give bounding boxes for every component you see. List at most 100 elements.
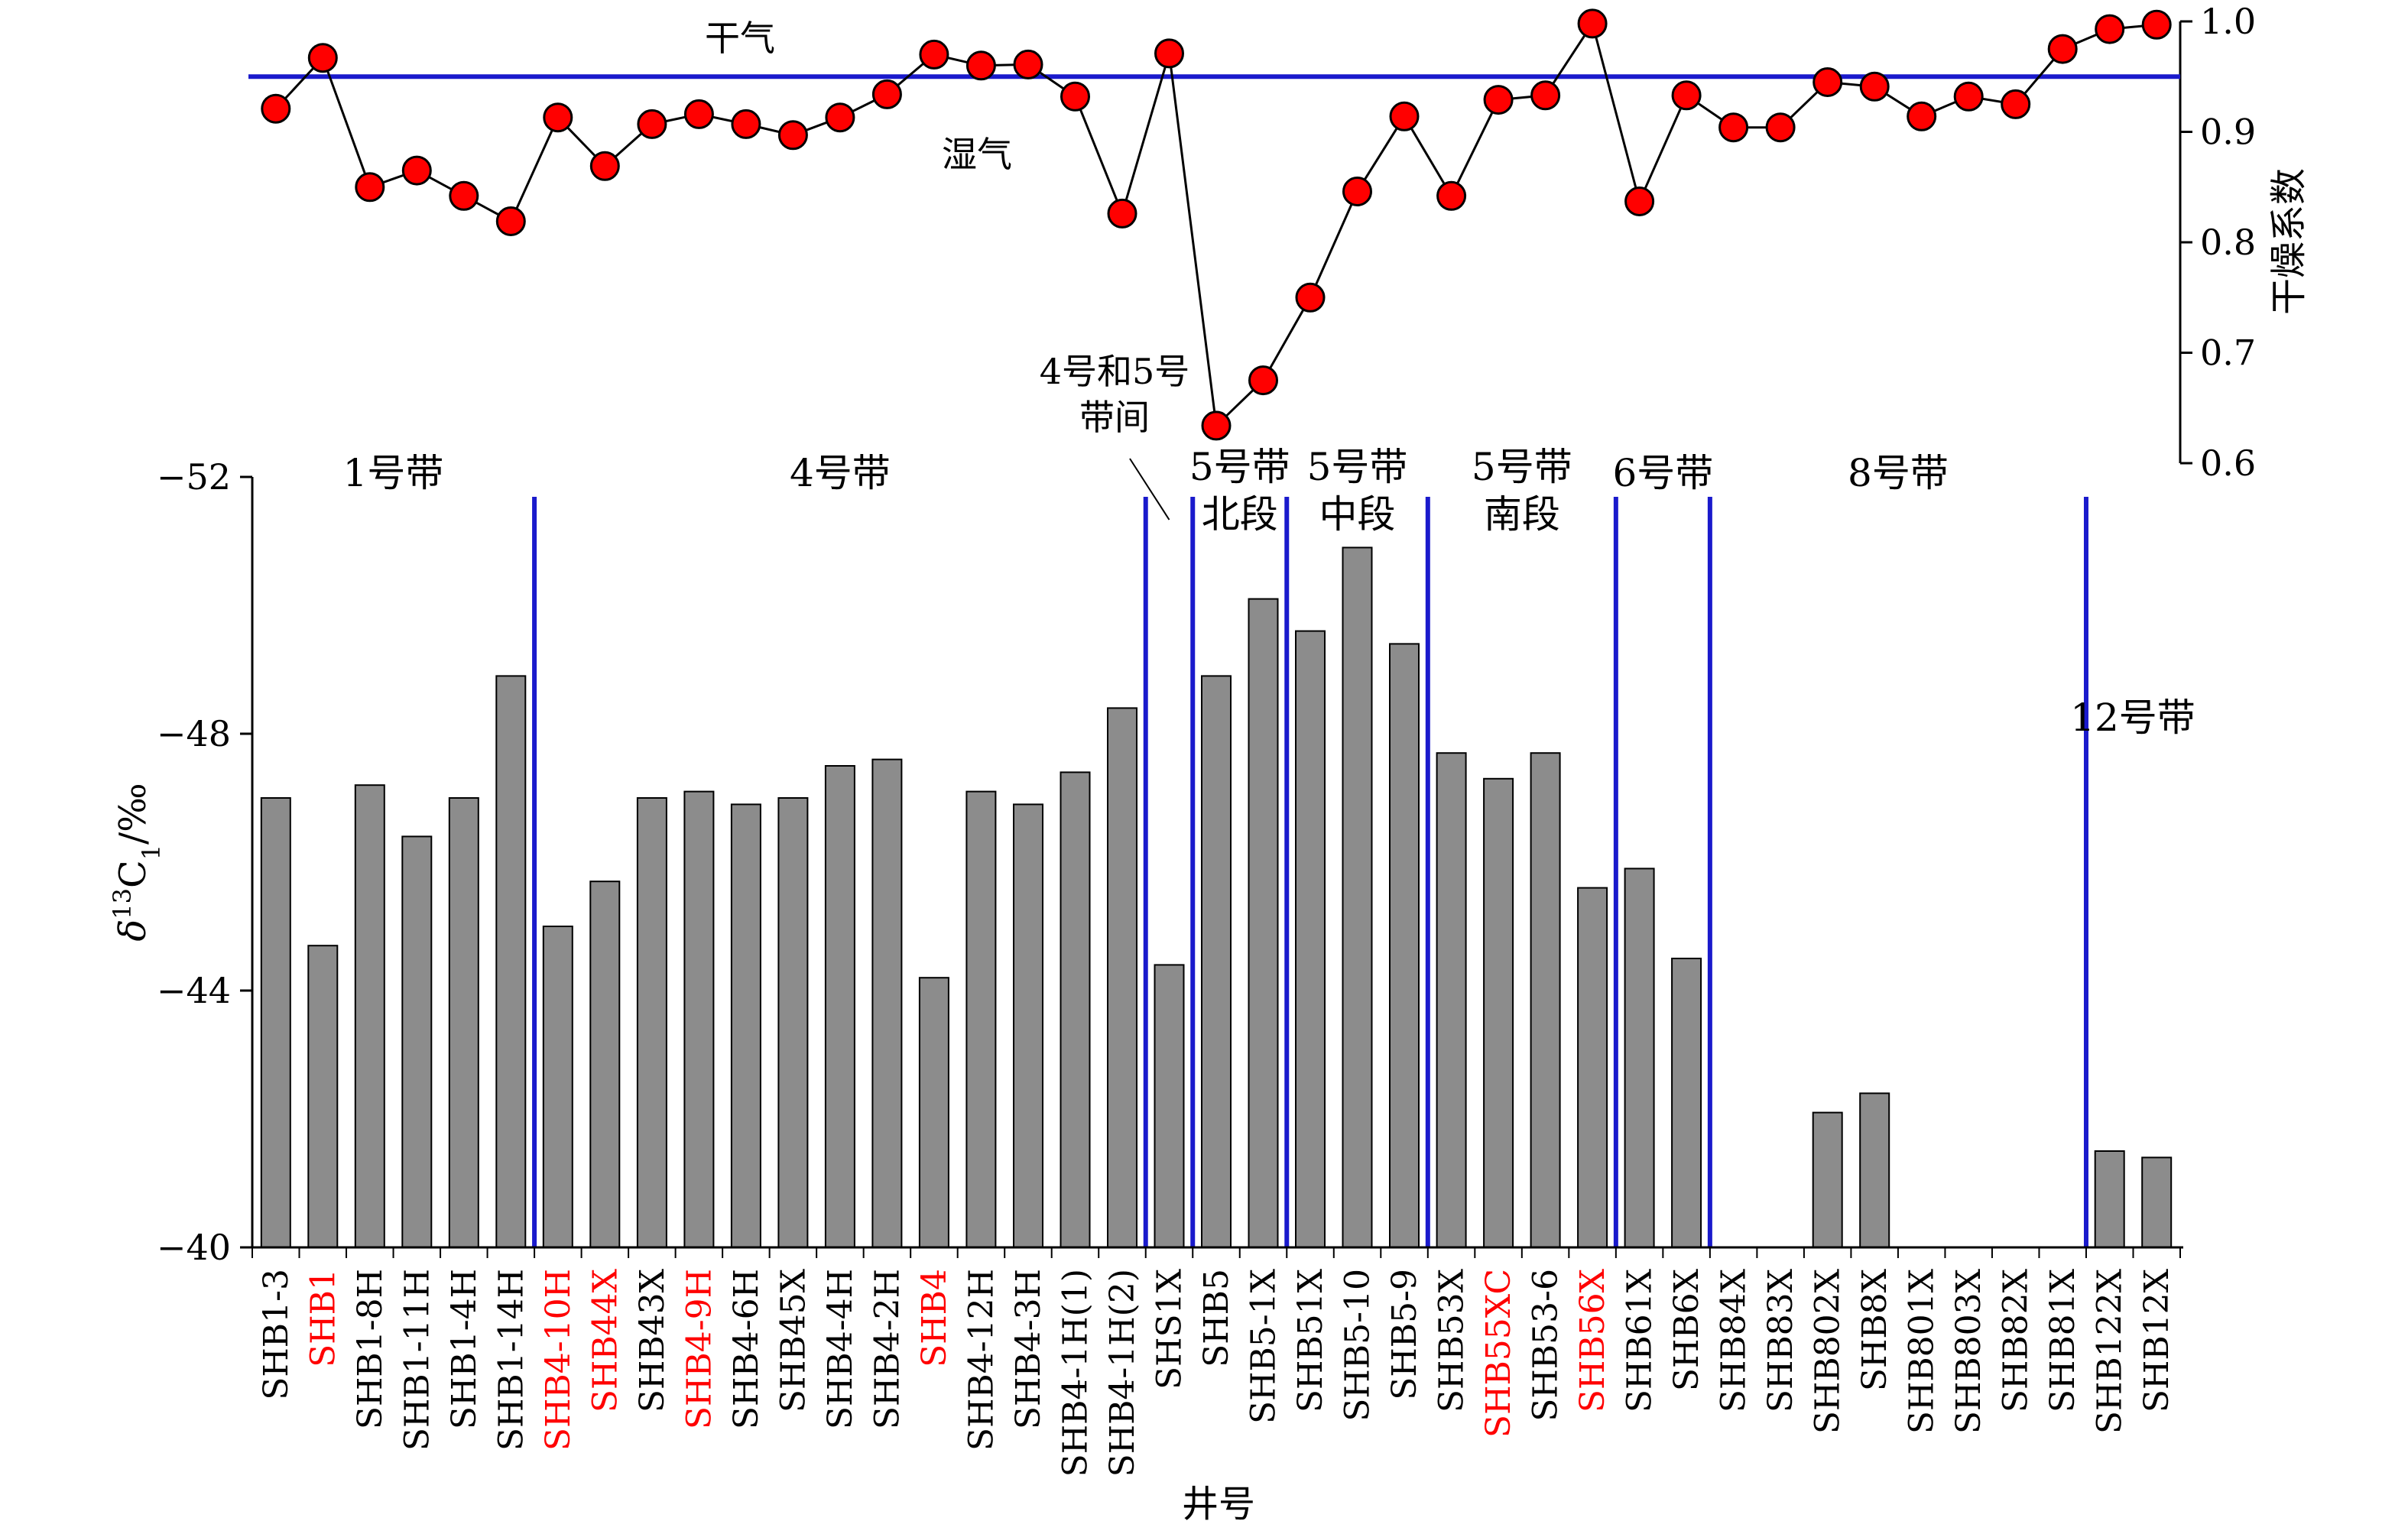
x-category-label: SHB44X [586, 1268, 625, 1412]
y-axis-title-sup: 13 [108, 888, 137, 919]
x-category-label: SHB1-11H [398, 1269, 436, 1451]
x-category-label: SHB82X [1997, 1268, 2036, 1412]
dryness-point [449, 180, 479, 211]
right-axis-tick-label: 0.9 [2200, 112, 2256, 153]
left-axis-tick-label: −44 [157, 970, 231, 1011]
bar [1624, 868, 1655, 1249]
bar [777, 797, 809, 1248]
bar [1107, 707, 1137, 1248]
x-category-label: SHB803X [1949, 1268, 1988, 1434]
zone-label: 4号带 [790, 451, 891, 495]
dryness-point [919, 39, 949, 70]
bar [871, 758, 903, 1248]
dryness-point [307, 43, 338, 73]
dryness-point [1436, 180, 1467, 211]
bar [495, 675, 527, 1248]
dryness-point [1389, 101, 1420, 131]
bar [1812, 1111, 1843, 1248]
between-zone-label: 4号和5号 [1040, 351, 1190, 392]
x-category-label: SHB4-10H [539, 1269, 578, 1451]
x-category-label: SHB81X [2043, 1268, 2082, 1412]
zone-label-segment: 北段 [1202, 492, 1278, 537]
bar [1201, 675, 1232, 1248]
zone-label: 1号带 [343, 451, 444, 495]
x-category-label: SHB12X [2137, 1268, 2176, 1412]
bar [918, 977, 949, 1248]
x-category-label: SHB5 [1197, 1269, 1236, 1367]
dryness-point [1671, 80, 1702, 111]
dryness-point [1812, 67, 1843, 97]
bar [1577, 887, 1608, 1248]
x-axis-title: 井号 [1182, 1483, 1255, 1526]
x-category-label: SHB4-12H [962, 1269, 1001, 1451]
x-category-label: SHB83X [1761, 1268, 1800, 1412]
x-category-label: SHB53X [1433, 1268, 1472, 1412]
dryness-point [1248, 365, 1278, 396]
x-category-label: SHB5-1X [1245, 1268, 1284, 1424]
dryness-point [1530, 80, 1561, 111]
y-axis-title-unit: /‰ [112, 783, 154, 845]
bar [448, 797, 479, 1248]
dryness-point [965, 50, 996, 81]
x-category-label: SHB5-10 [1339, 1269, 1378, 1422]
bar [683, 790, 715, 1248]
bar [354, 784, 385, 1248]
x-category-label: SHB4-4H [821, 1269, 860, 1429]
dryness-point [2001, 89, 2031, 119]
x-category-label: SHB122X [2091, 1268, 2130, 1434]
bar [636, 797, 667, 1248]
zone-label: 5号带 [1472, 445, 1572, 489]
bar [260, 797, 291, 1248]
dryness-point [1342, 177, 1372, 206]
bar [824, 765, 855, 1248]
bar [1154, 964, 1185, 1249]
zone-label: 8号带 [1848, 451, 1949, 495]
bar-layer [260, 546, 2173, 1249]
dryness-point [731, 109, 761, 139]
dryness-point [2047, 34, 2078, 64]
right-axis-tick-label: 1.0 [2200, 1, 2256, 42]
x-category-label: SHS1X [1150, 1268, 1189, 1390]
bar [1859, 1092, 1890, 1249]
x-category-label: SHB1-14H [492, 1269, 531, 1451]
bar [2094, 1150, 2125, 1248]
zone-label: 5号带 [1189, 445, 1290, 489]
dryness-point [589, 151, 620, 181]
dryness-point [777, 120, 808, 151]
x-category-label: SHB6X [1667, 1268, 1706, 1391]
x-category-label: SHB801X [1903, 1268, 1942, 1434]
dryness-point [1107, 198, 1137, 229]
dryness-point [355, 172, 385, 203]
y-axis-title: δ13C1/‰ [108, 783, 166, 941]
x-category-label: SHB4-1H(1) [1056, 1269, 1095, 1477]
x-category-label: SHB1-8H [351, 1269, 390, 1429]
dryness-point [2095, 14, 2125, 44]
right-axis-tick-label: 0.8 [2200, 222, 2256, 263]
x-category-label: SHB55XC [1479, 1269, 1518, 1438]
y-axis-title-base: C [112, 860, 154, 888]
zone-label: 5号带 [1307, 445, 1408, 489]
dryness-point [495, 206, 526, 236]
x-category-label: SHB56X [1573, 1268, 1612, 1412]
x-category-label: SHB84X [1715, 1268, 1754, 1412]
between-zone-label: 带间 [1079, 397, 1150, 438]
x-category-label: SHB4 [915, 1269, 954, 1367]
bar [1060, 771, 1091, 1248]
right-axis-tick-label: 0.6 [2200, 443, 2256, 484]
dryness-point [871, 79, 902, 109]
x-category-label: SHB4-3H [1009, 1269, 1048, 1429]
left-axis-tick-label: −40 [157, 1227, 231, 1268]
bar [1671, 958, 1702, 1248]
dryness-point [1201, 410, 1232, 441]
zone-label-segment: 南段 [1484, 492, 1560, 537]
dryness-point [1624, 186, 1655, 216]
x-category-label: SHB1 [303, 1269, 342, 1367]
dryness-point [1154, 38, 1184, 69]
between-zone-pointer [1129, 458, 1170, 521]
dryness-point [2141, 9, 2172, 40]
dryness-point [1013, 49, 1043, 79]
bar [1483, 777, 1514, 1248]
y-axis-title-delta: δ [112, 919, 154, 942]
dryness-point [1295, 282, 1326, 313]
